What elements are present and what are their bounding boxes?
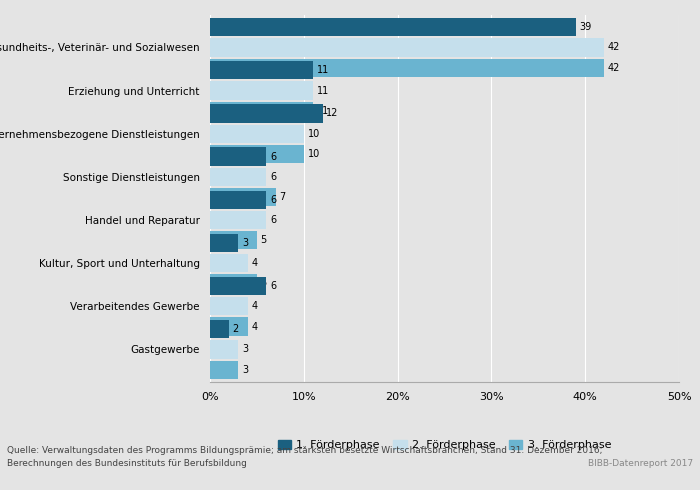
Text: 6: 6 [270, 172, 276, 182]
Bar [210, 211, 266, 229]
Bar [210, 234, 238, 252]
Text: 5: 5 [260, 235, 267, 245]
Text: 10: 10 [307, 129, 320, 139]
Bar [210, 124, 304, 143]
Text: 3: 3 [242, 365, 248, 375]
Text: 42: 42 [608, 43, 620, 52]
Bar [210, 191, 266, 209]
Bar [210, 361, 238, 379]
Text: 10: 10 [307, 149, 320, 159]
Text: 2: 2 [232, 324, 239, 334]
Text: 3: 3 [242, 344, 248, 354]
Bar [210, 277, 266, 295]
Bar [210, 59, 604, 77]
Bar [210, 168, 266, 186]
Text: 4: 4 [251, 301, 258, 311]
Text: Berechnungen des Bundesinstituts für Berufsbildung: Berechnungen des Bundesinstituts für Ber… [7, 460, 247, 468]
Bar [210, 38, 604, 56]
Bar [210, 297, 248, 316]
Bar [210, 254, 248, 272]
Text: 6: 6 [270, 151, 276, 162]
Bar [210, 274, 257, 293]
Text: 12: 12 [326, 108, 339, 119]
Bar [210, 320, 229, 338]
Bar [210, 318, 248, 336]
Text: 6: 6 [270, 215, 276, 225]
Bar [210, 231, 257, 249]
Bar [210, 81, 313, 100]
Text: 5: 5 [260, 278, 267, 289]
Text: 11: 11 [317, 106, 329, 116]
Bar [210, 61, 313, 79]
Text: 6: 6 [270, 195, 276, 205]
Text: 6: 6 [270, 281, 276, 291]
Text: 39: 39 [580, 22, 592, 32]
Bar [210, 147, 266, 166]
Text: Quelle: Verwaltungsdaten des Programms Bildungsprämie; am stärksten besetzte Wir: Quelle: Verwaltungsdaten des Programms B… [7, 446, 603, 455]
Bar [210, 341, 238, 359]
Text: 4: 4 [251, 258, 258, 268]
Text: 4: 4 [251, 321, 258, 332]
Text: 7: 7 [279, 192, 286, 202]
Legend: 1. Förderphase, 2. Förderphase, 3. Förderphase: 1. Förderphase, 2. Förderphase, 3. Förde… [273, 436, 616, 455]
Bar [210, 188, 276, 206]
Text: 3: 3 [242, 238, 248, 248]
Bar [210, 104, 323, 122]
Bar [210, 18, 576, 36]
Text: 11: 11 [317, 86, 329, 96]
Text: BIBB-Datenreport 2017: BIBB-Datenreport 2017 [588, 460, 693, 468]
Text: 11: 11 [317, 65, 329, 75]
Bar [210, 102, 313, 120]
Bar [210, 145, 304, 163]
Text: 42: 42 [608, 63, 620, 73]
